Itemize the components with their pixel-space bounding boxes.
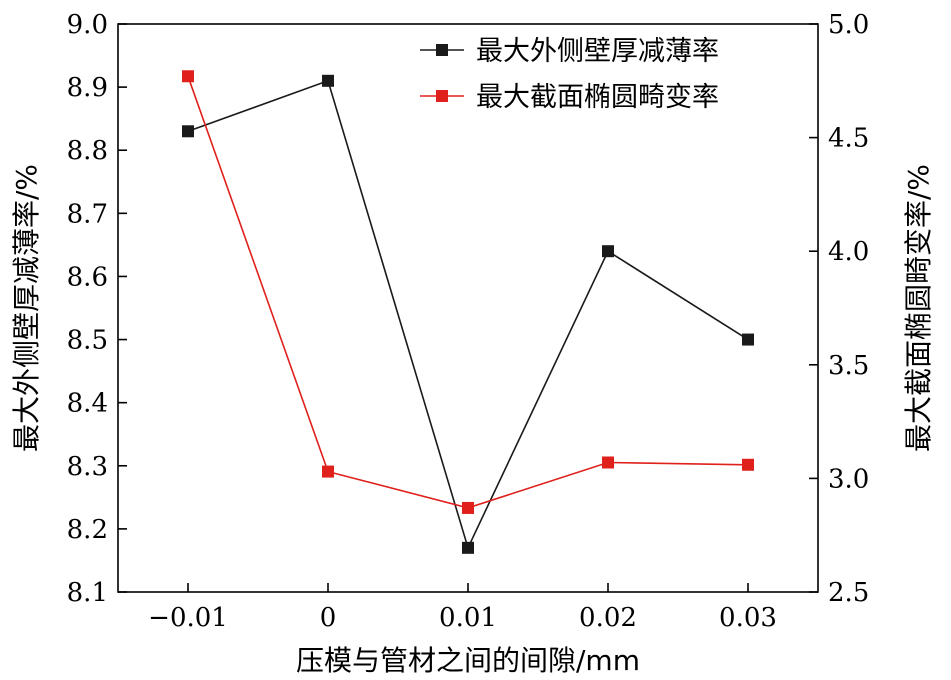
legend: 最大外侧壁厚减薄率 最大截面椭圆畸变率 [420,36,719,113]
data-point-thinning [602,245,614,258]
legend-marker-red [436,90,448,102]
data-point-thinning [322,74,334,87]
y-right-tick-label: 2.5 [828,578,869,608]
y-right-tick-label: 4.0 [828,237,869,267]
y-left-tick-label: 8.3 [67,452,108,482]
x-tick-label: 0.01 [439,603,497,633]
series-points [182,70,754,554]
data-point-ovality [742,458,754,471]
y-left-tick-label: 9.0 [67,10,108,40]
y-left-tick-label: 8.6 [67,262,108,292]
data-point-ovality [322,465,334,478]
x-tick-label: 0.02 [579,603,637,633]
data-point-thinning [462,541,474,554]
x-axis-title: 压模与管材之间的间隙/mm [296,644,640,677]
y-left-tick-label: 8.2 [67,515,108,545]
data-point-thinning [182,125,194,138]
y-left-axis-title: 最大外侧壁厚减薄率/% [10,164,43,452]
data-point-ovality [602,456,614,469]
y-left-tick-label: 8.9 [67,73,108,103]
series-lines [187,76,749,551]
legend-marker-black [436,44,448,56]
y-left-tick-label: 8.4 [67,389,108,419]
y-left-tick-label: 8.1 [67,578,108,608]
y-left-tick-label: 8.7 [67,199,108,229]
y-right-axis-title: 最大截面椭圆畸变率/% [902,164,935,452]
data-point-thinning [742,333,754,346]
x-tick-label: 0 [320,603,337,633]
legend-label-ovality: 最大截面椭圆畸变率 [476,82,719,113]
y-left-tick-label: 8.5 [67,326,108,356]
tick-labels: −0.01 0 0.01 0.02 0.03 8.1 8.2 8.3 8.4 8.5 8.6 8.7 8… [67,10,870,633]
y-right-tick-label: 3.5 [828,351,869,381]
plot-frame [117,23,819,593]
y-right-tick-label: 4.5 [828,124,869,154]
y-right-tick-label: 3.0 [828,464,869,494]
x-tick-label: −0.01 [148,603,228,633]
y-left-tick-label: 8.8 [67,136,108,166]
data-point-ovality [182,70,194,83]
x-tick-label: 0.03 [719,603,777,633]
series-line-ovality [187,76,749,509]
legend-label-thinning: 最大外侧壁厚减薄率 [476,36,719,67]
data-point-ovality [462,501,474,514]
y-right-tick-label: 5.0 [828,10,869,40]
